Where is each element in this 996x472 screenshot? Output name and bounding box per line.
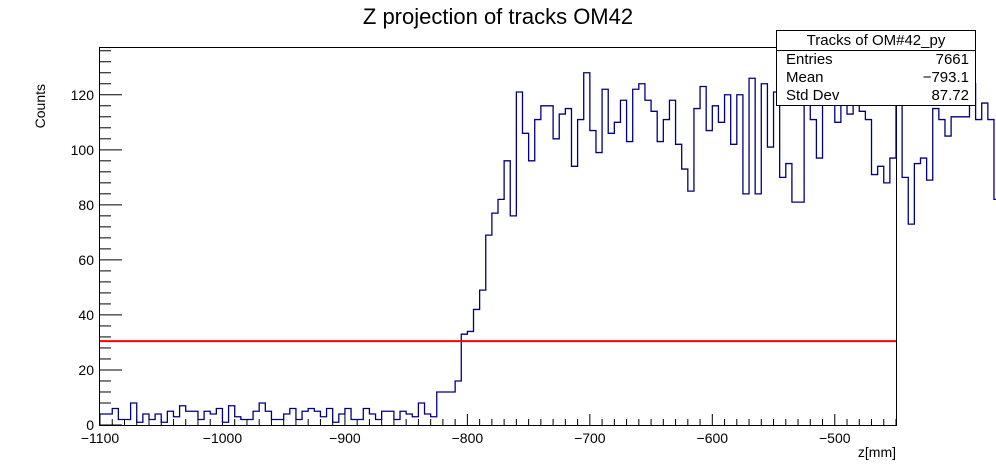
- y-tick-label: 20: [78, 362, 94, 378]
- stats-value: 87.72: [931, 87, 969, 104]
- chart-title: Z projection of tracks OM42: [363, 4, 633, 29]
- stats-label: Std Dev: [786, 87, 840, 104]
- plot-frame: [99, 47, 897, 426]
- y-axis-label: Counts: [32, 84, 48, 128]
- x-axis-label: z[mm]: [858, 444, 896, 460]
- y-tick-label: 0: [86, 417, 94, 433]
- y-tick-label: 120: [71, 87, 95, 103]
- histogram-line: [100, 72, 996, 423]
- stats-title: Tracks of OM#42_py: [777, 31, 975, 51]
- stats-value: 7661: [935, 51, 969, 68]
- x-tick-label: −800: [452, 430, 484, 446]
- x-tick-label: −500: [819, 430, 851, 446]
- y-tick-label: 100: [71, 142, 95, 158]
- stats-label: Mean: [786, 69, 824, 86]
- stats-box: Tracks of OM#42_py Entries 7661 Mean −79…: [776, 30, 976, 106]
- axes: −1100 −1000 −900 −800 −700 −600 −500 0 20 40 60 80 1…: [71, 50, 897, 446]
- stats-row-entries: Entries 7661: [777, 51, 975, 69]
- y-tick-label: 60: [78, 252, 94, 268]
- x-tick-label: −900: [329, 430, 361, 446]
- y-tick-label: 40: [78, 307, 94, 323]
- x-tick-label: −700: [574, 430, 606, 446]
- stats-value: −793.1: [922, 69, 969, 86]
- y-tick-label: 80: [78, 197, 94, 213]
- stats-row-stddev: Std Dev 87.72: [777, 87, 975, 105]
- stats-label: Entries: [786, 51, 833, 68]
- x-tick-label: −1100: [81, 430, 119, 446]
- stats-row-mean: Mean −793.1: [777, 69, 975, 87]
- x-tick-label: −1000: [203, 430, 243, 446]
- x-tick-label: −600: [697, 430, 729, 446]
